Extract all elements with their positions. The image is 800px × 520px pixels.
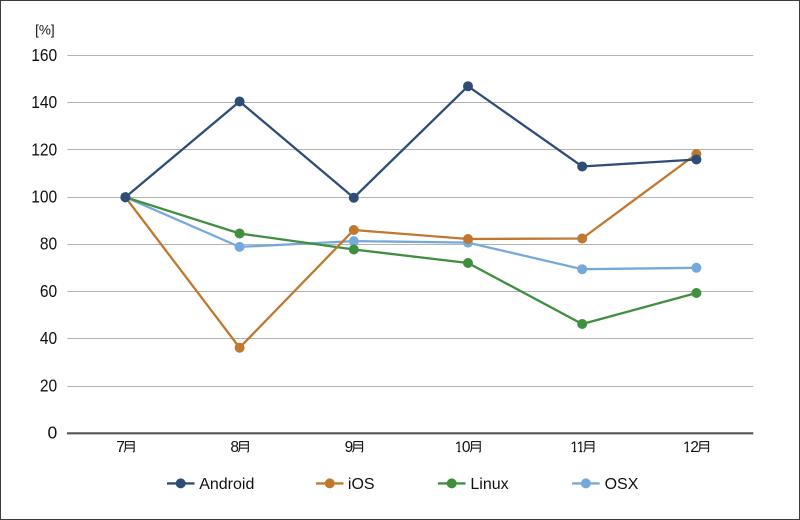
svg-text:0: 0	[47, 423, 57, 443]
svg-text:9: 9	[345, 439, 354, 456]
svg-text:120: 120	[31, 139, 57, 159]
svg-text:7: 7	[116, 439, 125, 456]
svg-text:80: 80	[40, 234, 58, 254]
svg-text:OSX: OSX	[605, 476, 639, 493]
svg-text:iOS: iOS	[348, 476, 375, 493]
svg-text:[%]: [%]	[35, 22, 55, 37]
svg-text:Linux: Linux	[470, 476, 508, 493]
svg-text:0: 0	[462, 439, 471, 456]
svg-text:60: 60	[40, 281, 58, 301]
svg-text:100: 100	[31, 187, 57, 207]
svg-text:2: 2	[690, 439, 699, 456]
svg-text:Android: Android	[199, 476, 254, 493]
svg-text:8: 8	[230, 439, 239, 456]
svg-text:140: 140	[31, 92, 57, 112]
svg-text:160: 160	[31, 45, 57, 65]
svg-text:40: 40	[40, 328, 58, 348]
svg-text:20: 20	[40, 375, 58, 395]
